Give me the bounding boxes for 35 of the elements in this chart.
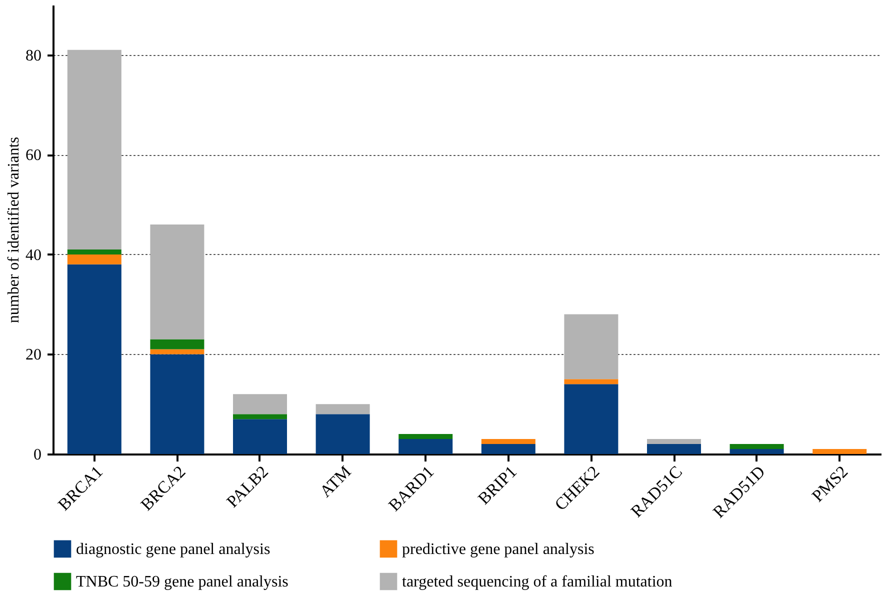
bar bbox=[67, 50, 122, 250]
bar bbox=[730, 449, 784, 454]
bar bbox=[564, 384, 618, 454]
legend-label: targeted sequencing of a familial mutation bbox=[402, 574, 672, 590]
bar bbox=[481, 444, 536, 454]
bar bbox=[233, 419, 287, 454]
y-tick-label: 20 bbox=[26, 346, 42, 364]
bar bbox=[481, 439, 536, 444]
bar bbox=[233, 414, 287, 420]
bar bbox=[564, 379, 618, 384]
bar bbox=[150, 339, 204, 350]
y-tick-label: 0 bbox=[34, 446, 42, 464]
y-tick-label: 60 bbox=[26, 147, 42, 164]
bar bbox=[67, 249, 122, 254]
bar bbox=[647, 444, 701, 454]
legend-label: diagnostic gene panel analysis bbox=[76, 540, 270, 558]
bar bbox=[812, 449, 867, 454]
bar bbox=[67, 254, 122, 264]
legend-label: TNBC 50-59 gene panel analysis bbox=[76, 574, 288, 590]
legend-label: predictive gene panel analysis bbox=[402, 540, 594, 558]
bar bbox=[316, 404, 370, 414]
bar bbox=[564, 314, 618, 380]
y-tick-label: 40 bbox=[26, 246, 42, 264]
bar bbox=[67, 264, 122, 454]
y-axis-title: number of identified variants bbox=[6, 136, 22, 324]
bar bbox=[316, 414, 370, 454]
bar bbox=[730, 444, 784, 450]
y-tick-label: 80 bbox=[26, 47, 42, 64]
bar bbox=[398, 439, 453, 454]
bar bbox=[150, 349, 204, 354]
bar bbox=[398, 434, 453, 440]
bar bbox=[647, 439, 701, 444]
bar bbox=[233, 394, 287, 414]
bar bbox=[150, 354, 204, 454]
bar bbox=[150, 224, 204, 340]
